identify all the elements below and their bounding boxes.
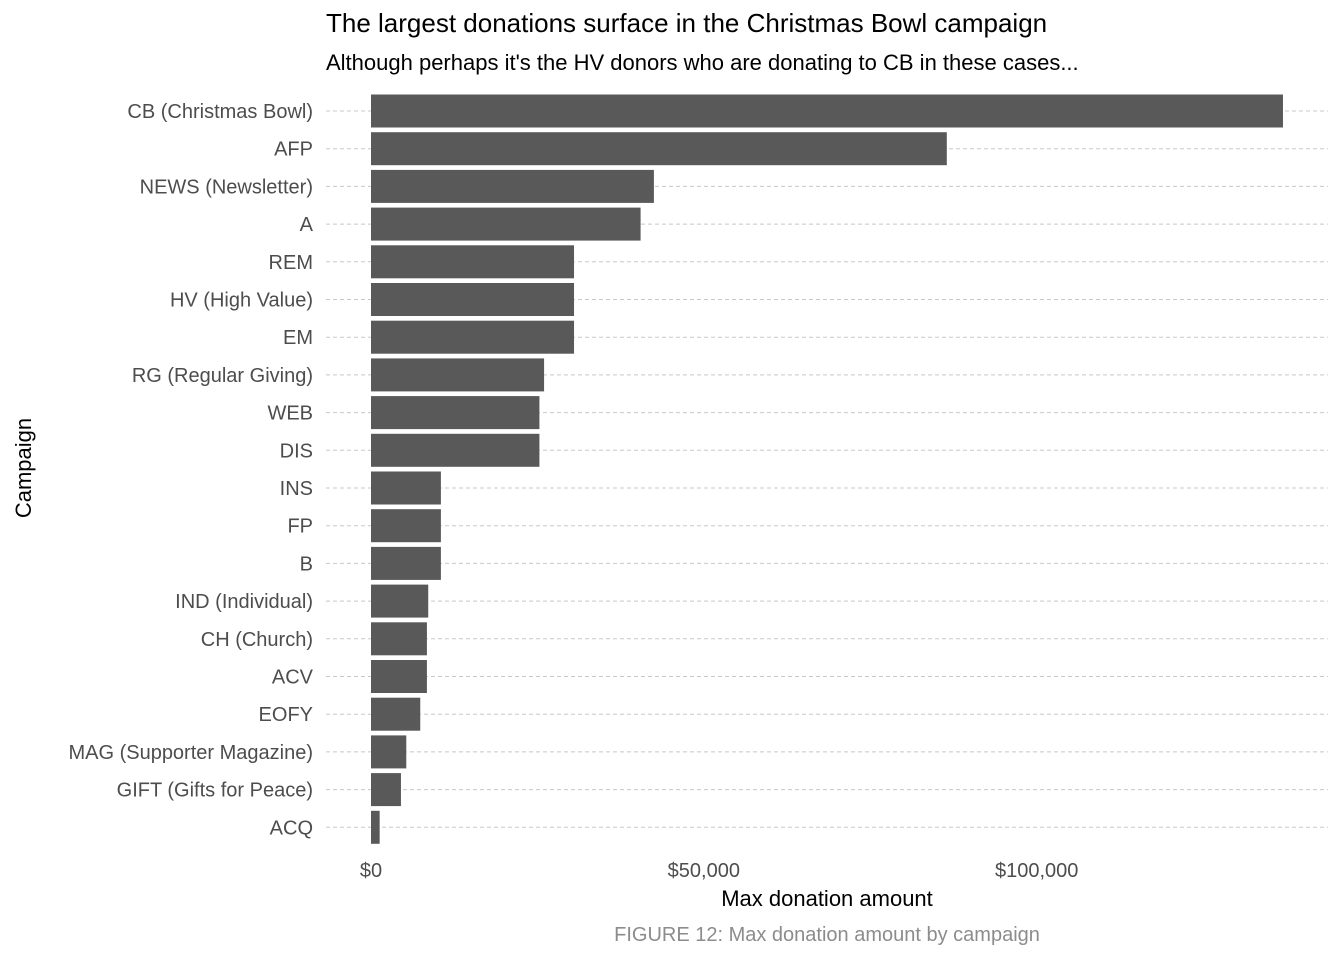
bar [371,169,654,203]
x-tick-label: $0 [360,860,382,882]
y-tick-label: NEWS (Newsletter) [140,176,313,198]
bar [371,546,441,580]
y-tick-label: WEB [267,403,313,425]
bar [371,283,575,316]
y-tick-label: GIFT (Gifts for Peace) [117,780,313,802]
bar [371,509,441,543]
y-tick-label: EOFY [259,704,313,726]
bar [371,773,401,807]
bar [371,660,427,693]
bar [371,735,407,769]
bars [371,94,1283,844]
y-tick-label: HV (High Value) [170,290,313,312]
bar [371,94,1283,128]
y-tick-label: REM [269,252,313,274]
bar [371,245,575,279]
chart-title: The largest donations surface in the Chr… [326,8,1047,38]
y-tick-label: RG (Regular Giving) [132,365,313,387]
y-tick-label: MAG (Supporter Magazine) [68,742,313,764]
y-tick-label: EM [283,327,313,349]
y-tick-label: AFP [274,139,313,161]
bar [371,697,421,731]
bar [371,207,641,241]
bar [371,358,545,392]
bar [371,320,575,354]
x-axis-title: Max donation amount [721,886,933,911]
x-tick-label: $50,000 [668,860,740,882]
y-tick-label: B [300,553,313,575]
x-axis-tick-labels: $0 $50,000 $100,000 [360,860,1079,882]
bar [371,132,947,166]
x-tick-label: $100,000 [995,860,1078,882]
bar [371,433,540,467]
gridlines [326,110,1328,828]
bar [371,471,441,505]
y-tick-label: DIS [280,440,313,462]
y-tick-label: IND (Individual) [175,591,313,613]
y-tick-label: A [300,214,314,236]
y-axis-title: Campaign [11,418,36,518]
y-tick-label: CH (Church) [201,629,313,651]
y-tick-label: INS [280,478,313,500]
y-tick-label: FP [287,516,313,538]
bar [371,396,540,430]
y-tick-label: CB (Christmas Bowl) [127,101,313,123]
y-tick-label: ACQ [270,817,313,839]
bar [371,584,429,618]
bar [371,622,427,656]
chart-subtitle: Although perhaps it's the HV donors who … [326,50,1079,75]
y-tick-label: ACV [272,667,314,689]
figure-caption: FIGURE 12: Max donation amount by campai… [614,924,1040,946]
bar [371,810,380,844]
